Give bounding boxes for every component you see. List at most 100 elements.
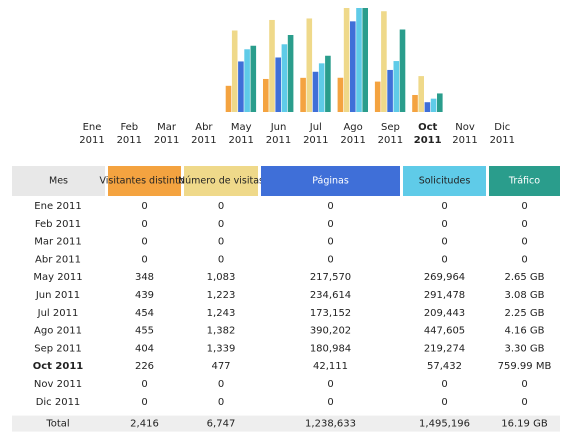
value-cell: 454 (135, 308, 154, 319)
bar (244, 49, 250, 112)
x-tick-label: Mar (157, 122, 177, 133)
value-cell: 2.25 GB (504, 308, 544, 319)
value-cell: 759.99 MB (498, 361, 552, 372)
bar (350, 21, 356, 112)
bar (269, 19, 275, 112)
value-cell: 0 (521, 397, 527, 408)
header-cell (261, 166, 400, 196)
value-cell: 0 (521, 219, 527, 230)
total-cell: 1,495,196 (419, 419, 470, 430)
bar (275, 57, 281, 112)
month-cell: Nov 2011 (34, 379, 82, 390)
bar (263, 78, 269, 112)
month-cell: Oct 2011 (33, 361, 84, 372)
value-cell: 1,223 (207, 290, 236, 301)
bar (300, 77, 306, 112)
month-cell: Ago 2011 (34, 326, 82, 337)
x-tick-year: 2011 (490, 135, 515, 146)
x-tick-year: 2011 (117, 135, 142, 146)
bar (312, 71, 319, 112)
value-cell: 0 (218, 254, 224, 265)
month-cell: Jun 2011 (35, 290, 80, 301)
value-cell: 1,382 (207, 326, 236, 337)
value-cell: 234,614 (310, 290, 351, 301)
bar (343, 8, 350, 112)
month-cell: May 2011 (33, 272, 82, 283)
value-cell: 0 (441, 254, 447, 265)
month-cell: Jul 2011 (37, 308, 79, 319)
value-cell: 3.08 GB (504, 290, 544, 301)
value-cell: 447,605 (424, 326, 465, 337)
value-cell: 0 (327, 397, 333, 408)
value-cell: 0 (327, 379, 333, 390)
value-cell: 348 (135, 272, 154, 283)
x-tick-label: Feb (120, 122, 138, 133)
bar (430, 98, 437, 112)
x-tick-year: 2011 (154, 135, 179, 146)
value-cell: 173,152 (310, 308, 351, 319)
header-text: Mes (49, 176, 68, 187)
value-cell: 1,243 (207, 308, 236, 319)
bar (231, 30, 238, 112)
value-cell: 0 (141, 379, 147, 390)
total-cell: 6,747 (207, 419, 236, 430)
x-tick-label: Dic (494, 122, 510, 133)
x-tick-year: 2011 (378, 135, 403, 146)
legend-label: Visitantes distintos (99, 176, 189, 187)
value-cell: 226 (135, 361, 154, 372)
value-cell: 0 (441, 201, 447, 212)
bar (225, 85, 232, 112)
legend-label: Solicitudes (419, 176, 471, 187)
value-cell: 390,202 (310, 326, 351, 337)
value-cell: 404 (135, 343, 154, 354)
month-cell: Dic 2011 (36, 397, 81, 408)
value-cell: 0 (521, 201, 527, 212)
value-cell: 0 (327, 201, 333, 212)
x-tick-label: Ene (83, 122, 102, 133)
x-tick-year: 2011 (79, 135, 104, 146)
value-cell: 180,984 (310, 343, 351, 354)
total-cell: 16.19 GB (501, 419, 548, 430)
header-cell (489, 166, 560, 196)
bar (381, 11, 387, 112)
value-cell: 219,274 (424, 343, 465, 354)
month-cell: Feb 2011 (35, 219, 81, 230)
x-tick-year: 2011 (228, 135, 253, 146)
bar (238, 61, 244, 112)
x-tick-label: Nov (455, 122, 475, 133)
value-cell: 4.16 GB (504, 326, 544, 337)
value-cell: 477 (211, 361, 230, 372)
value-cell: 0 (141, 201, 147, 212)
value-cell: 439 (135, 290, 154, 301)
x-tick-year: 2011 (266, 135, 291, 146)
bar (337, 77, 344, 112)
bar (318, 63, 325, 112)
x-tick-label: Sep (381, 122, 400, 133)
value-cell: 0 (141, 237, 147, 248)
value-cell: 42,111 (313, 361, 348, 372)
value-cell: 209,443 (424, 308, 465, 319)
value-cell: 0 (327, 237, 333, 248)
bar (325, 55, 331, 112)
bar (387, 69, 393, 112)
x-tick-year: 2011 (191, 135, 216, 146)
value-cell: 0 (441, 397, 447, 408)
total-cell: 1,238,633 (305, 419, 356, 430)
month-cell: Abr 2011 (35, 254, 81, 265)
value-cell: 0 (521, 379, 527, 390)
header-cell (12, 166, 105, 196)
total-cell: 2,416 (130, 419, 159, 430)
x-tick-label: Ago (343, 122, 362, 133)
total-row (12, 415, 560, 432)
x-tick-year: 2011 (340, 135, 365, 146)
bar (412, 94, 418, 112)
value-cell: 0 (218, 219, 224, 230)
total-label: Total (45, 419, 69, 430)
value-cell: 0 (141, 219, 147, 230)
value-cell: 0 (521, 254, 527, 265)
value-cell: 1,339 (207, 343, 236, 354)
legend-label: Número de visitas (178, 176, 264, 187)
x-tick-label: Jul (309, 122, 322, 133)
